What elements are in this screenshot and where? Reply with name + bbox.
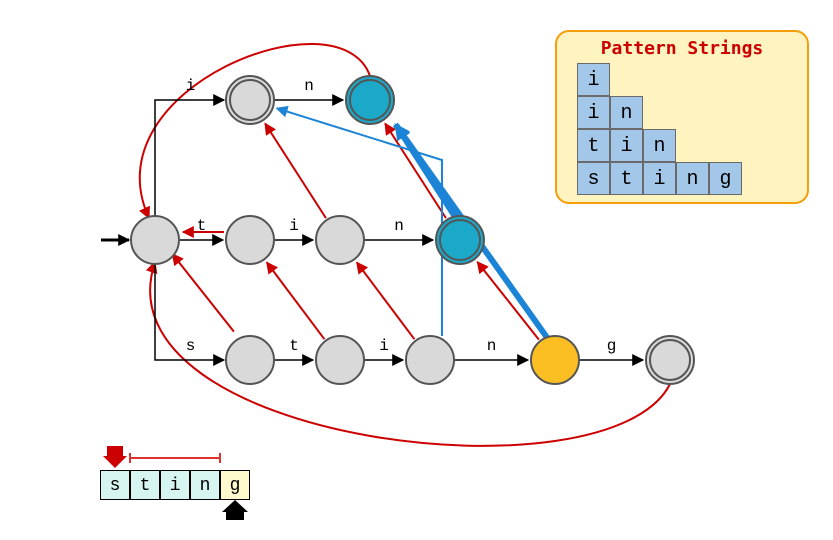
pattern-cell: n — [643, 129, 676, 162]
svg-text:n: n — [487, 337, 497, 355]
pattern-cell: i — [577, 96, 610, 129]
pattern-cell: g — [709, 162, 742, 195]
state-start — [131, 216, 179, 264]
svg-text:i: i — [186, 77, 196, 95]
svg-text:i: i — [289, 217, 299, 235]
svg-text:s: s — [186, 337, 196, 355]
state-t_c — [436, 216, 484, 264]
pattern-cell: t — [577, 129, 610, 162]
pattern-cell: i — [577, 63, 610, 96]
state-t_b — [316, 216, 364, 264]
state-s_e — [646, 336, 694, 384]
svg-text:n: n — [394, 217, 404, 235]
svg-text:t: t — [197, 217, 207, 235]
tape-cursor-arrow — [222, 500, 248, 520]
pattern-cell: t — [610, 162, 643, 195]
tape-read-head-arrow — [103, 446, 127, 468]
state-t_a — [226, 216, 274, 264]
state-s_d — [531, 336, 579, 384]
svg-text:n: n — [304, 77, 314, 95]
state-i_b — [346, 76, 394, 124]
state-i_a — [226, 76, 274, 124]
pattern-strings-panel: Pattern Strings iintinsting — [555, 30, 809, 204]
svg-text:g: g — [607, 337, 617, 355]
pattern-strings-title: Pattern Strings — [557, 38, 807, 59]
state-s_a — [226, 336, 274, 384]
pattern-cell: i — [643, 162, 676, 195]
svg-text:t: t — [289, 337, 299, 355]
state-s_b — [316, 336, 364, 384]
pattern-cell: n — [610, 96, 643, 129]
input-tape: sting — [100, 470, 310, 540]
state-s_c — [406, 336, 454, 384]
pattern-cell: i — [610, 129, 643, 162]
pattern-cell: n — [676, 162, 709, 195]
pattern-cell: s — [577, 162, 610, 195]
svg-text:i: i — [379, 337, 389, 355]
